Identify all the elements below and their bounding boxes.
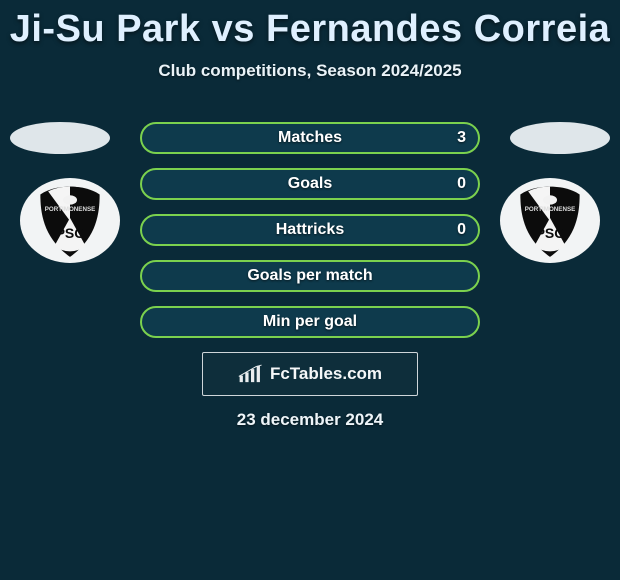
stat-value-right: 0 (457, 175, 466, 193)
stat-row: Goals0 (140, 168, 480, 200)
stat-row: Goals per match (140, 260, 480, 292)
club-badge-right: PORTIMONENSE PSC (500, 178, 600, 263)
watermark: FcTables.com (202, 352, 418, 396)
stat-label: Goals (142, 175, 478, 193)
stat-value-right: 0 (457, 221, 466, 239)
stats-container: Matches3Goals0Hattricks0Goals per matchM… (140, 122, 480, 352)
subtitle: Club competitions, Season 2024/2025 (0, 61, 620, 81)
stat-label: Min per goal (142, 313, 478, 331)
stat-label: Goals per match (142, 267, 478, 285)
svg-text:PSC: PSC (56, 225, 85, 241)
country-flag-left (10, 122, 110, 154)
stat-label: Hattricks (142, 221, 478, 239)
portimonense-crest-icon: PORTIMONENSE PSC (31, 182, 109, 260)
stat-value-right: 3 (457, 129, 466, 147)
stat-row: Hattricks0 (140, 214, 480, 246)
club-badge-left: PORTIMONENSE PSC (20, 178, 120, 263)
bar-chart-icon (238, 364, 264, 384)
stat-row: Matches3 (140, 122, 480, 154)
watermark-text: FcTables.com (270, 364, 382, 384)
svg-text:PSC: PSC (536, 225, 565, 241)
svg-text:PORTIMONENSE: PORTIMONENSE (525, 205, 576, 212)
page-title: Ji-Su Park vs Fernandes Correia (0, 0, 620, 51)
svg-text:PORTIMONENSE: PORTIMONENSE (45, 205, 96, 212)
stat-row: Min per goal (140, 306, 480, 338)
stat-label: Matches (142, 129, 478, 147)
country-flag-right (510, 122, 610, 154)
portimonense-crest-icon: PORTIMONENSE PSC (511, 182, 589, 260)
date-label: 23 december 2024 (0, 410, 620, 430)
